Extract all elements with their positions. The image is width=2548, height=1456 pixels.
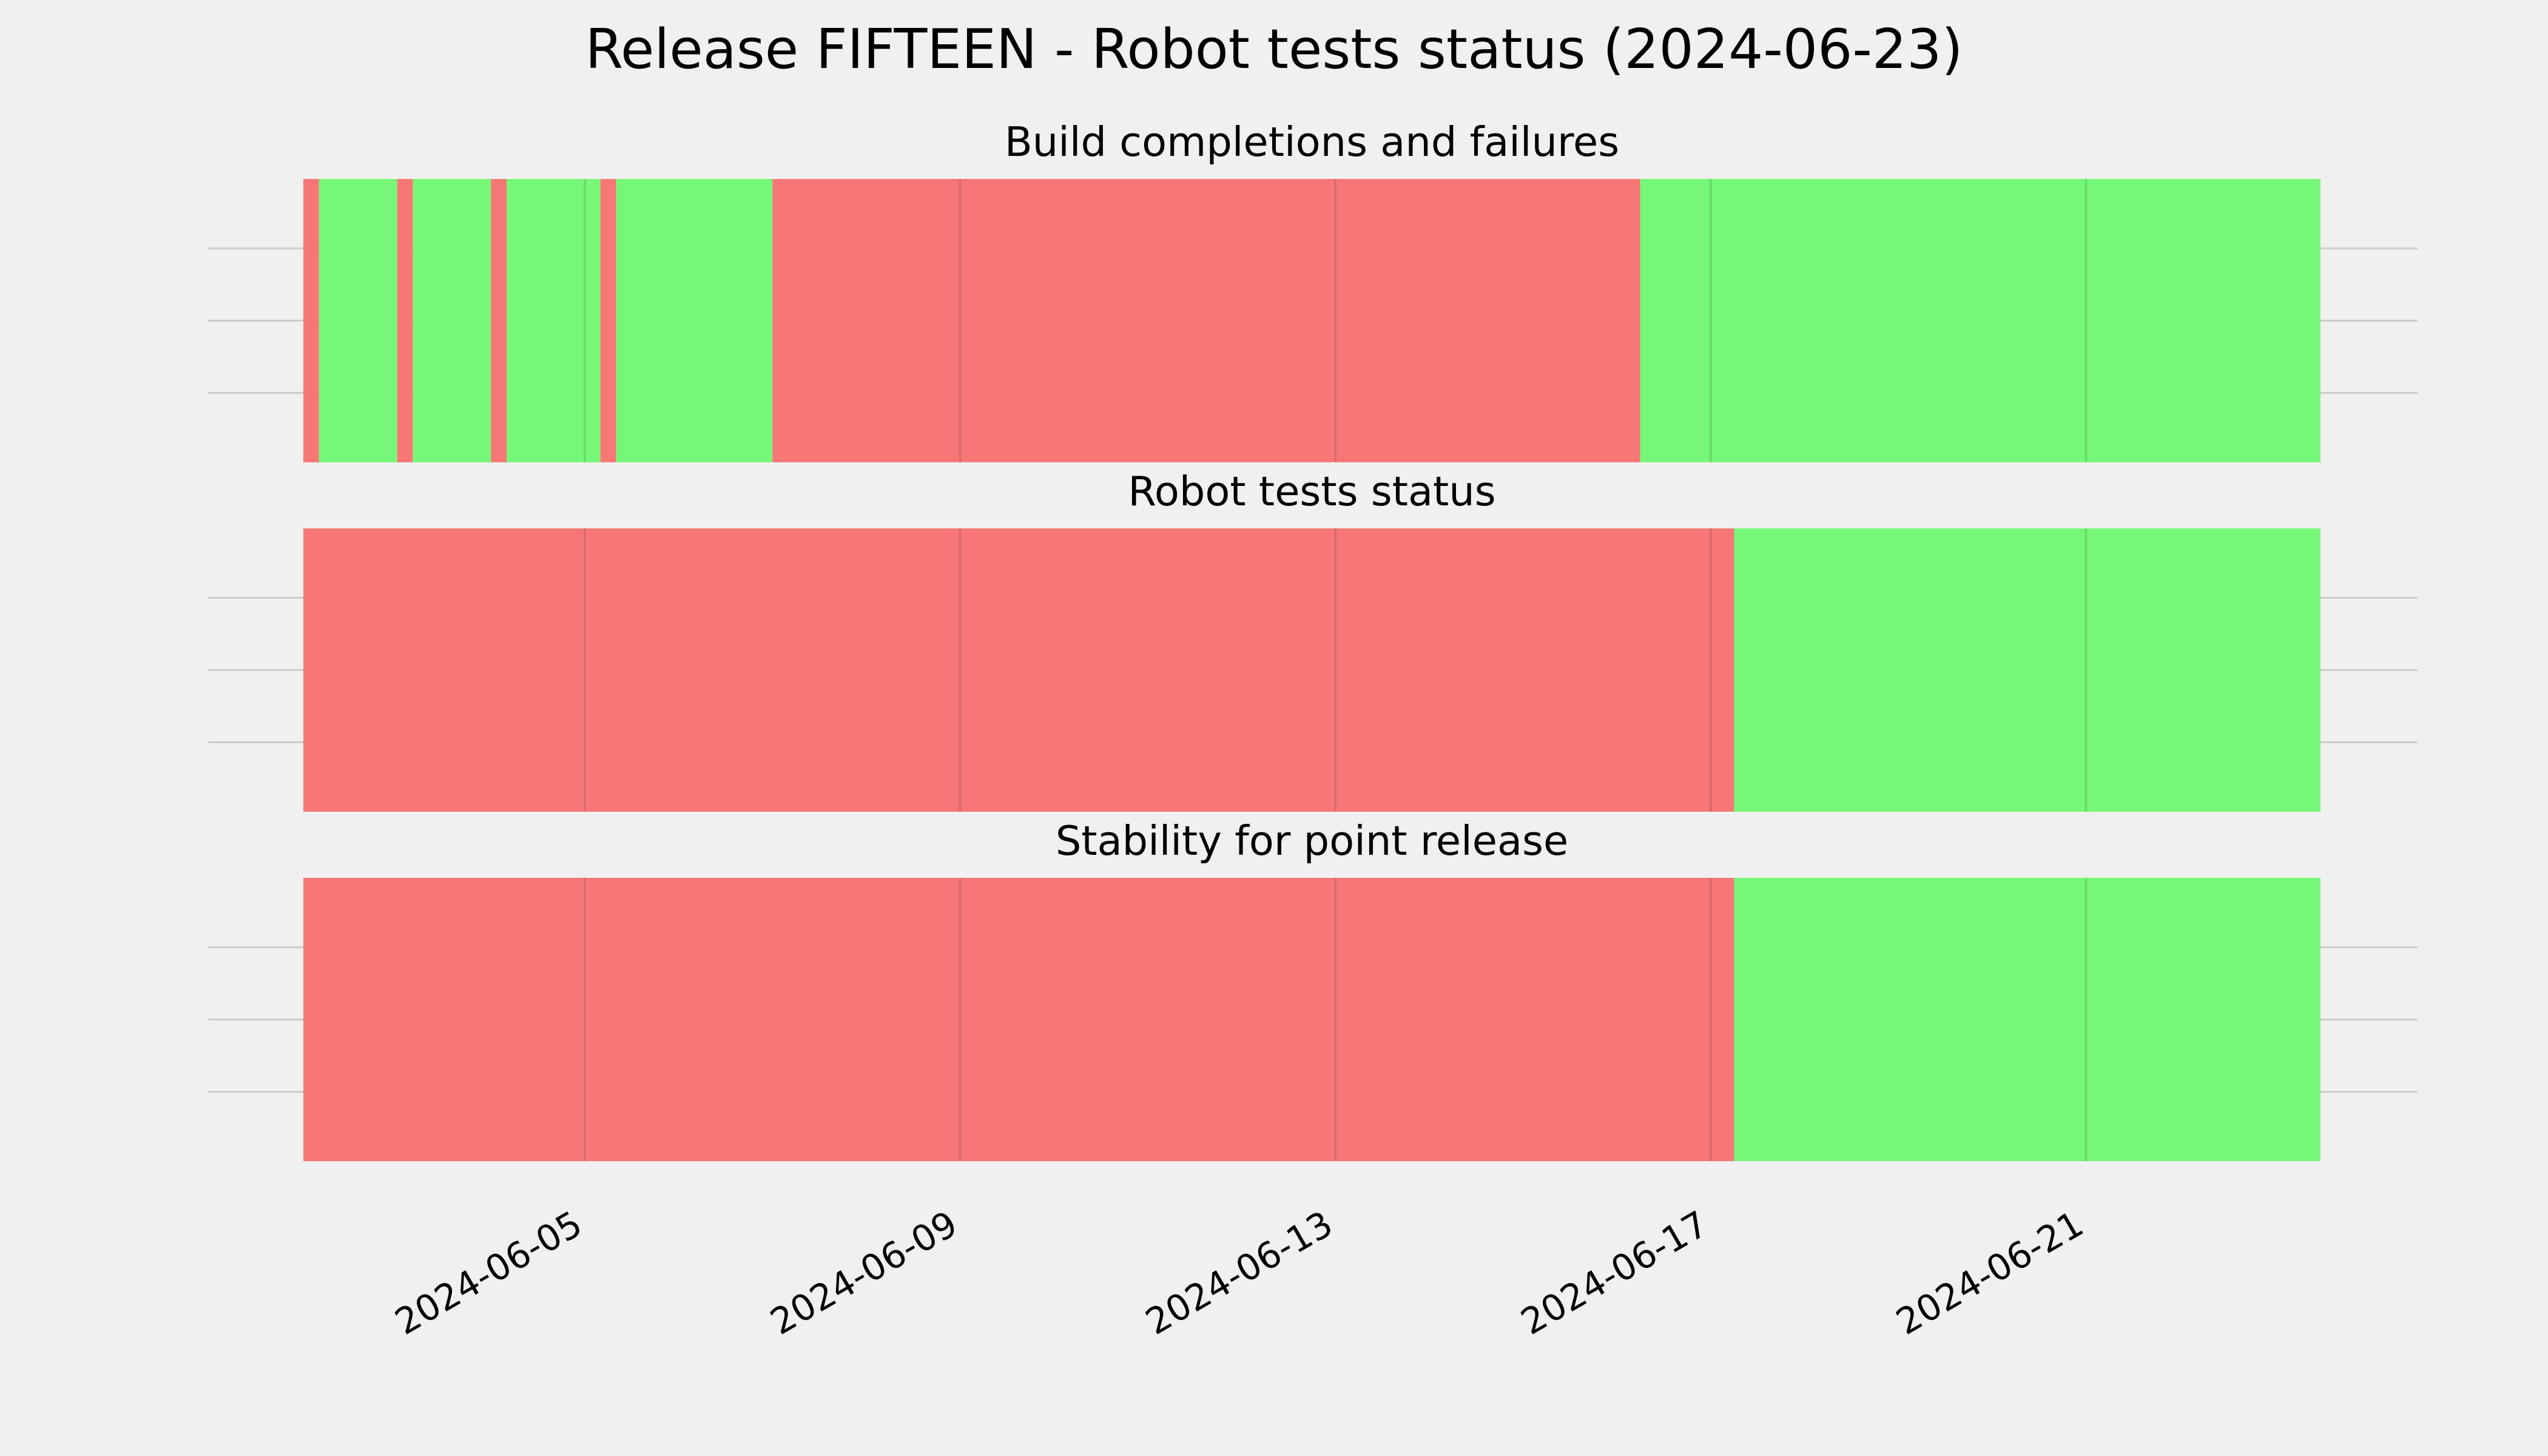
- status-segment-fail: [397, 179, 413, 462]
- status-segment-pass: [318, 179, 397, 462]
- status-segment-pass: [507, 179, 601, 462]
- status-segment-pass: [1734, 878, 2320, 1161]
- x-tick-label: 2024-06-05: [388, 1202, 589, 1343]
- status-segment-fail: [303, 528, 1734, 812]
- panel-title: Robot tests status: [1128, 468, 1495, 515]
- status-segment-pass: [1734, 528, 2320, 812]
- chart-title: Release FIFTEEN - Robot tests status (20…: [585, 18, 1963, 81]
- x-tick-label: 2024-06-13: [1139, 1202, 1340, 1343]
- status-segment-fail: [600, 179, 616, 462]
- status-segment-pass: [616, 179, 773, 462]
- x-tick-label: 2024-06-09: [763, 1202, 964, 1343]
- status-segment-fail: [303, 179, 319, 462]
- x-tick-label: 2024-06-17: [1514, 1202, 1714, 1343]
- status-segment-pass: [413, 179, 491, 462]
- status-segment-fail: [772, 179, 1640, 462]
- panel-title: Build completions and failures: [1005, 118, 1619, 166]
- panel-title: Stability for point release: [1056, 817, 1568, 864]
- status-segment-fail: [491, 179, 507, 462]
- x-tick-label: 2024-06-21: [1889, 1202, 2090, 1343]
- status-segment-fail: [303, 878, 1734, 1161]
- status-segment-pass: [1640, 179, 2320, 462]
